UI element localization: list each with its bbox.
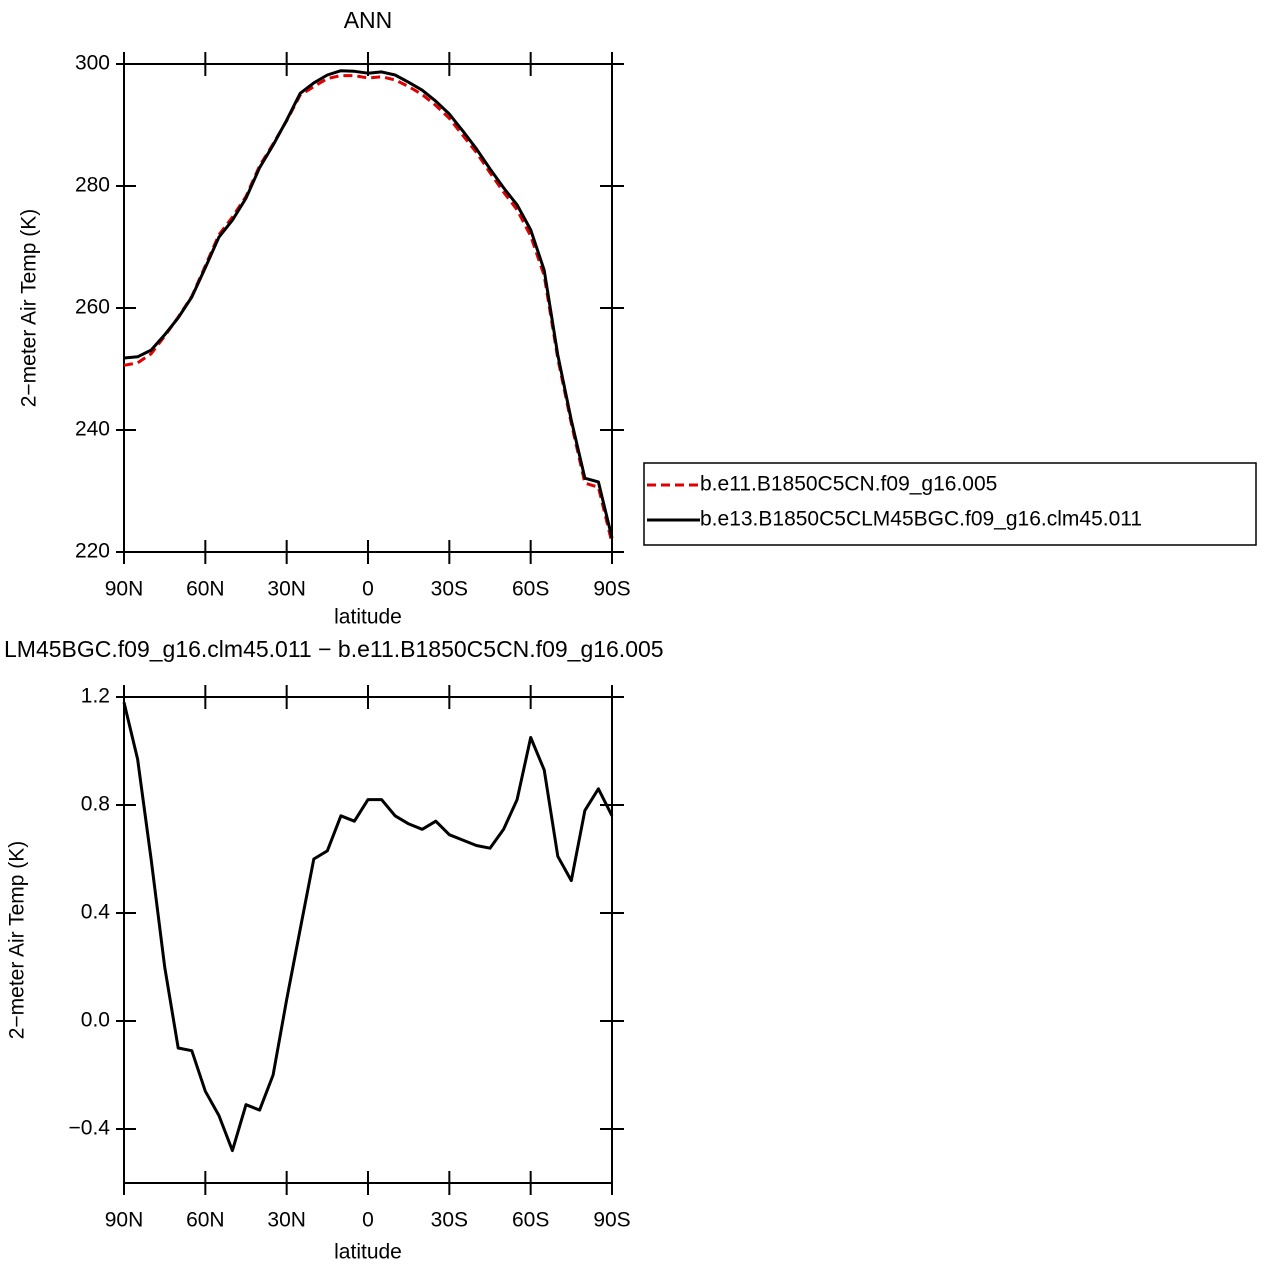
y-tick-label: 300 bbox=[75, 52, 110, 75]
plot-frame bbox=[123, 63, 613, 553]
x-tick-label: 0 bbox=[362, 578, 374, 601]
x-tick-label: 90S bbox=[593, 578, 630, 601]
x-tick-label: 30S bbox=[431, 1209, 468, 1232]
x-tick-label: 60N bbox=[186, 578, 225, 601]
plot-frame bbox=[123, 696, 613, 1184]
data-line bbox=[123, 69, 614, 539]
data-line bbox=[122, 702, 614, 1153]
data-line bbox=[123, 74, 614, 544]
x-tick-label: 60N bbox=[186, 1209, 225, 1232]
legend-label: b.e13.B1850C5CLM45BGC.f09_g16.clm45.011 bbox=[700, 508, 1142, 531]
y-tick-label: 240 bbox=[75, 418, 110, 441]
x-tick-label: 90N bbox=[105, 578, 144, 601]
x-tick-label: 30N bbox=[267, 1209, 306, 1232]
x-tick-label: 0 bbox=[362, 1209, 374, 1232]
y-tick-label: 0.8 bbox=[81, 793, 110, 816]
y-tick-label: 0.4 bbox=[81, 901, 111, 924]
y-tick-label: 280 bbox=[75, 174, 110, 197]
y-tick-label: −0.4 bbox=[69, 1117, 111, 1140]
x-tick-label: 60S bbox=[512, 1209, 549, 1232]
y-tick-label: 1.2 bbox=[81, 685, 110, 708]
y-tick-label: 220 bbox=[75, 540, 110, 563]
y-axis-label: 2−meter Air Temp (K) bbox=[6, 841, 29, 1040]
chart-title: ANN bbox=[344, 7, 393, 33]
legend-box bbox=[643, 462, 1257, 546]
x-tick-label: 30N bbox=[267, 578, 306, 601]
x-tick-label: 60S bbox=[512, 578, 549, 601]
x-axis-label: latitude bbox=[334, 1241, 402, 1264]
x-tick-label: 90N bbox=[105, 1209, 144, 1232]
legend-label: b.e11.B1850C5CN.f09_g16.005 bbox=[700, 473, 997, 496]
y-tick-label: 260 bbox=[75, 296, 110, 319]
x-tick-label: 90S bbox=[593, 1209, 630, 1232]
y-axis-label: 2−meter Air Temp (K) bbox=[18, 209, 41, 408]
x-tick-label: 30S bbox=[431, 578, 468, 601]
y-tick-label: 0.0 bbox=[81, 1009, 110, 1032]
chart-title: LM45BGC.f09_g16.clm45.011 − b.e11.B1850C… bbox=[4, 636, 664, 662]
x-axis-label: latitude bbox=[334, 606, 402, 629]
